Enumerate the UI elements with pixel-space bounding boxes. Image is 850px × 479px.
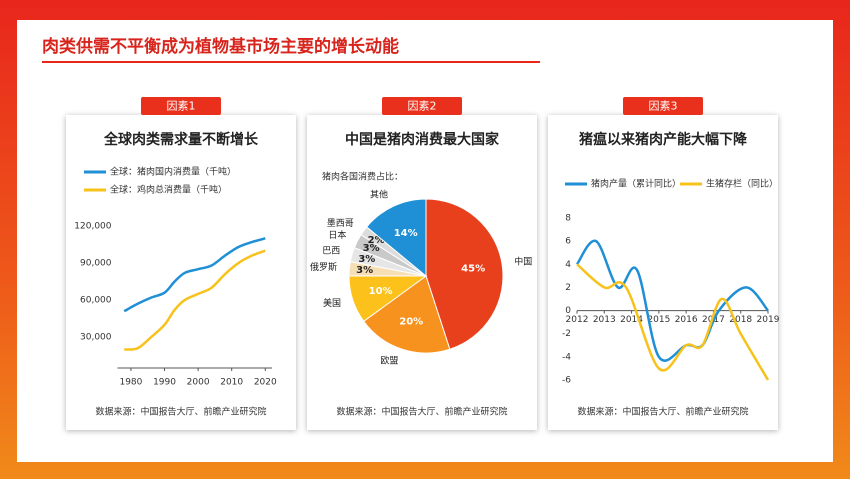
data-label: 3% — [358, 254, 375, 265]
badge — [623, 97, 703, 115]
subtitle: 猪肉各国消费占比： — [322, 171, 403, 183]
chart-title: 全球肉类需求量不断增长 — [103, 131, 259, 148]
data-label: 14% — [394, 228, 418, 239]
y-tick-label: 8 — [565, 214, 571, 224]
legend-label: 全球：猪肉国内消费量（千吨） — [110, 166, 236, 178]
card — [548, 115, 778, 430]
pie-slice — [365, 198, 427, 278]
data-label: 45% — [461, 264, 485, 275]
y-tick-label: 0 — [565, 306, 571, 316]
x-tick-label: 1980 — [119, 378, 142, 388]
y-tick-label: 90,000 — [80, 259, 112, 269]
y-tick-label: 6 — [565, 237, 571, 247]
x-tick-label: 2014 — [620, 315, 643, 325]
y-tick-label: 4 — [565, 260, 571, 270]
category-label: 欧盟 — [380, 354, 398, 366]
chart-title: 中国是猪肉消费最大国家 — [345, 131, 500, 148]
y-tick-label: -6 — [562, 376, 571, 386]
badge-label: 因素1 — [167, 100, 196, 113]
x-tick-label: 2013 — [593, 315, 616, 325]
chart-title: 猪瘟以来猪肉产能大幅下降 — [578, 131, 748, 148]
x-tick-label: 2010 — [220, 378, 243, 388]
y-tick-label: 120,000 — [74, 222, 111, 232]
page-title: 肉类供需不平衡成为植物基市场主要的增长动能 — [42, 36, 399, 57]
x-tick-label: 2000 — [187, 378, 210, 388]
y-tick-label: -4 — [562, 352, 571, 362]
badge-label: 因素2 — [408, 100, 437, 113]
y-tick-label: 2 — [565, 283, 571, 293]
y-tick-label: 60,000 — [80, 296, 112, 306]
legend-label: 生猪存栏（同比） — [706, 178, 778, 190]
badge — [141, 97, 221, 115]
category-label: 俄罗斯 — [310, 261, 337, 273]
data-label: 3% — [356, 265, 373, 276]
card — [66, 115, 296, 430]
series-line — [124, 249, 266, 351]
source: 数据来源：中国报告大厅、前瞻产业研究院 — [95, 406, 266, 418]
y-tick-label: -2 — [562, 329, 571, 339]
data-label: 3% — [363, 243, 380, 254]
x-tick-label: 2019 — [757, 315, 780, 325]
category-label: 美国 — [323, 297, 341, 309]
series-line — [575, 239, 769, 362]
data-label: 10% — [369, 286, 393, 297]
data-label: 2% — [368, 235, 385, 246]
badge-label: 因素3 — [649, 100, 678, 113]
category-label: 墨西哥 — [327, 218, 354, 229]
pie-slice — [425, 198, 504, 350]
category-label: 日本 — [328, 229, 346, 241]
x-tick-label: 1990 — [153, 378, 176, 388]
x-tick-label: 2020 — [254, 378, 277, 388]
source: 数据来源：中国报告大厅、前瞻产业研究院 — [336, 406, 507, 418]
x-tick-label: 2018 — [729, 315, 752, 325]
badge — [382, 97, 462, 115]
category-label: 巴西 — [322, 246, 340, 257]
y-tick-label: 30,000 — [80, 333, 112, 343]
x-tick-label: 2015 — [647, 315, 670, 325]
series-line — [576, 263, 770, 381]
legend-label: 猪肉产量（累计同比） — [591, 178, 681, 190]
pie-slice — [363, 275, 451, 354]
data-label: 20% — [399, 316, 423, 327]
x-tick-label: 2012 — [566, 315, 589, 325]
source: 数据来源：中国报告大厅、前瞻产业研究院 — [577, 406, 748, 418]
category-label: 其他 — [370, 189, 388, 201]
x-tick-label: 2016 — [675, 315, 698, 325]
legend-label: 全球：鸡肉总消费量（千吨） — [110, 184, 227, 196]
category-label: 中国 — [514, 256, 532, 268]
series-line — [123, 237, 266, 313]
